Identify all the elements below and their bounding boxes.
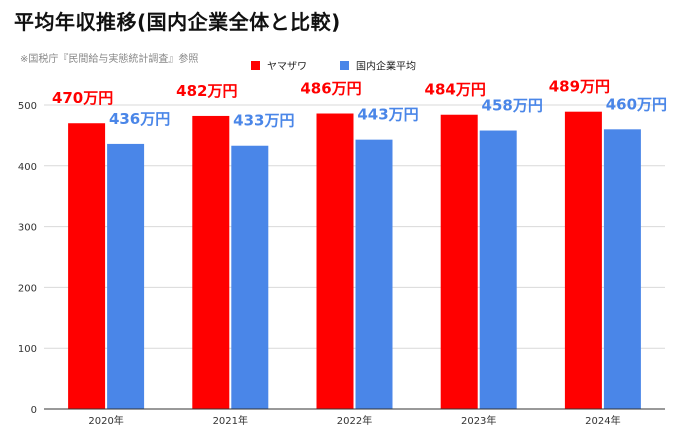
- x-tick-label-4: 2024年: [585, 414, 620, 427]
- x-tick-label-0: 2020年: [88, 414, 123, 427]
- bar-1-0: [107, 143, 145, 410]
- bar-1-1: [231, 145, 269, 409]
- y-tick-label-400: 400: [18, 162, 37, 173]
- chart-title: 平均年収推移(国内企業全体と比較): [14, 10, 341, 34]
- bar-0-3: [440, 114, 478, 409]
- legend: ヤマザワ 国内企業平均: [251, 60, 416, 73]
- bar-1-3: [479, 130, 517, 409]
- x-tick-label-3: 2023年: [461, 414, 496, 427]
- data-label-1-3: 458万円: [482, 97, 543, 115]
- legend-label-1: 国内企業平均: [356, 60, 416, 73]
- y-tick-label-500: 500: [18, 101, 37, 112]
- bar-1-2: [355, 139, 393, 409]
- data-labels: 470万円 436万円 482万円 433万円 486万円 443万円 484万円458万円…: [52, 78, 667, 130]
- data-label-1-2: 443万円: [357, 106, 418, 124]
- y-tick-label-100: 100: [18, 344, 37, 355]
- gridlines: [44, 104, 665, 349]
- y-tick-label-0: 0: [31, 405, 37, 416]
- data-label-1-1: 433万円: [233, 112, 294, 130]
- legend-label-0: ヤマザワ: [267, 61, 307, 73]
- bar-0-2: [316, 113, 354, 410]
- data-label-1-4: 460万円: [606, 95, 667, 113]
- data-label-0-1: 482万円: [176, 82, 237, 100]
- data-label-0-3: 484万円: [425, 81, 486, 99]
- bar-0-0: [68, 123, 106, 410]
- data-label-0-4: 489万円: [549, 78, 610, 96]
- data-label-0-2: 486万円: [300, 80, 361, 98]
- bar-0-4: [564, 111, 602, 410]
- chart-subtitle: ※国税庁『民間給与実態統計調査』参照: [20, 54, 199, 65]
- y-tick-label-200: 200: [18, 283, 37, 294]
- bar-1-4: [603, 129, 641, 409]
- y-axis: 0 100 200 300 400 500: [18, 101, 37, 416]
- x-tick-label-1: 2021年: [213, 414, 248, 427]
- legend-swatch-1: [340, 61, 349, 70]
- y-tick-label-300: 300: [18, 223, 37, 234]
- data-label-1-0: 436万円: [109, 110, 170, 128]
- bars: [68, 111, 641, 410]
- x-axis: 2020年 2021年 2022年 2023年 2024年: [44, 408, 665, 427]
- legend-swatch-0: [251, 61, 260, 70]
- data-label-0-0: 470万円: [52, 89, 113, 107]
- bar-0-1: [192, 115, 230, 409]
- x-tick-label-2: 2022年: [337, 414, 372, 427]
